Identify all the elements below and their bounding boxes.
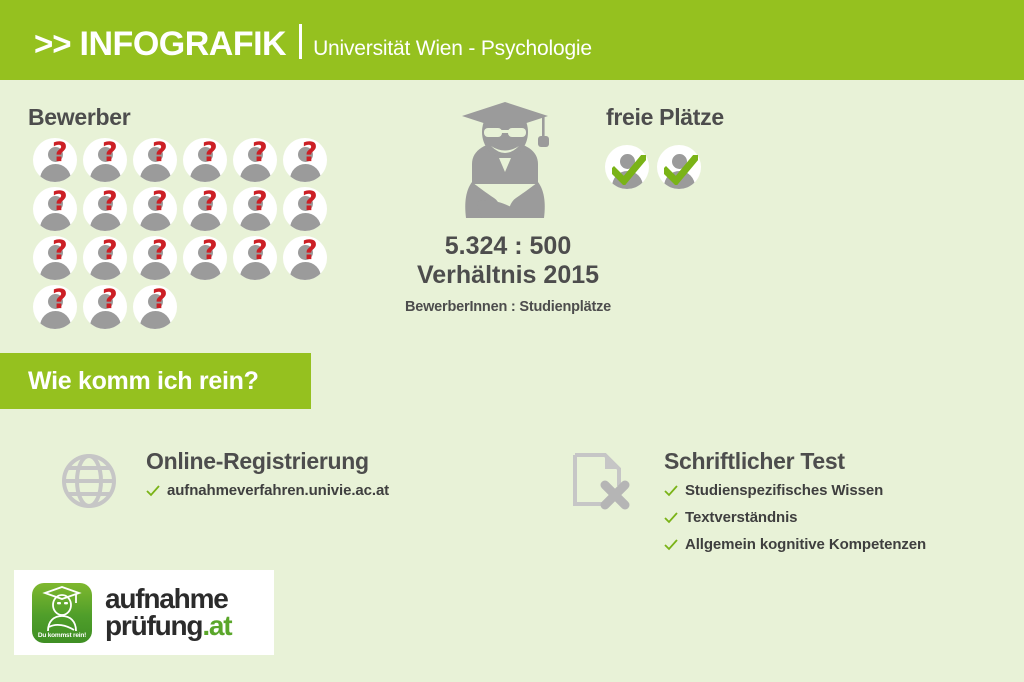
written-test-title: Schriftlicher Test <box>664 448 845 474</box>
logo-line-1: aufnahme <box>105 582 229 614</box>
person-question-icon: ? <box>133 285 177 329</box>
free-places-pictogram-group <box>605 145 709 189</box>
logo-block[interactable]: Du kommst rein! aufnahme prüfung.at <box>14 570 274 655</box>
list-item-label: Studienspezifisches Wissen <box>685 482 884 499</box>
person-question-icon: ? <box>183 187 227 231</box>
person-check-icon <box>605 145 649 189</box>
person-question-icon: ? <box>33 285 77 329</box>
online-registration-title: Online-Registrierung <box>146 448 369 474</box>
ratio-value: 5.324 : 500 <box>444 232 572 260</box>
header-content: >> INFOGRAFIK Universität Wien - Psychol… <box>0 20 592 61</box>
person-question-icon: ? <box>233 138 277 182</box>
applicants-pictogram-grid: ????????????????????? <box>33 138 353 334</box>
page-title: INFOGRAFIK <box>79 24 287 63</box>
person-question-icon: ? <box>133 236 177 280</box>
graduate-figure-icon <box>442 98 568 228</box>
online-registration-section: Online-Registrierung aufnahmeverfahren.u… <box>60 448 389 515</box>
logo-tagline: Du kommst rein! <box>37 631 87 639</box>
pictogram-row: ??? <box>33 285 353 334</box>
person-question-icon: ? <box>133 187 177 231</box>
ratio-year-label: Verhältnis 2015 <box>416 261 600 289</box>
list-item-label: Allgemein kognitive Kompetenzen <box>685 536 927 553</box>
person-question-icon: ? <box>83 187 127 231</box>
person-question-icon: ? <box>183 138 227 182</box>
person-check-icon <box>657 145 701 189</box>
header-divider <box>299 23 303 59</box>
pictogram-row: ?????? <box>33 187 353 236</box>
logo-line-2: prüfung.at <box>105 609 233 641</box>
person-question-icon: ? <box>83 236 127 280</box>
list-item-label: Textverständnis <box>685 509 798 526</box>
list-item: Allgemein kognitive Kompetenzen <box>664 536 926 554</box>
ratio-stats: 5.324 : 500 Verhältnis 2015 BewerberInne… <box>380 232 636 315</box>
person-question-icon: ? <box>33 187 77 231</box>
online-registration-bullets: aufnahmeverfahren.univie.ac.at <box>146 482 389 500</box>
person-question-icon: ? <box>33 236 77 280</box>
written-test-bullets: Studienspezifisches Wissen Textverständni… <box>664 482 926 554</box>
logo-line-2-text: prüfung <box>105 609 204 641</box>
document-x-icon <box>572 452 632 519</box>
check-icon <box>664 484 678 502</box>
person-question-icon: ? <box>183 236 227 280</box>
check-icon <box>664 538 678 556</box>
list-item: Textverständnis <box>664 509 926 527</box>
person-question-icon: ? <box>83 138 127 182</box>
person-question-icon: ? <box>133 138 177 182</box>
person-question-icon: ? <box>283 138 327 182</box>
graduate-logo-icon: Du kommst rein! <box>32 582 92 643</box>
person-question-icon: ? <box>83 285 127 329</box>
list-item: aufnahmeverfahren.univie.ac.at <box>146 482 389 500</box>
logo-tld: .at <box>202 609 232 641</box>
globe-icon <box>60 452 118 515</box>
pictogram-row: ?????? <box>33 236 353 285</box>
pictogram-row: ?????? <box>33 138 353 187</box>
person-question-icon: ? <box>33 138 77 182</box>
written-test-section: Schriftlicher Test Studienspezifisches W… <box>572 448 926 563</box>
banner-text: Wie komm ich rein? <box>28 366 259 395</box>
person-question-icon: ? <box>283 187 327 231</box>
applicants-label: Bewerber <box>28 104 131 130</box>
logo-wordmark: aufnahme prüfung.at <box>105 582 233 641</box>
ratio-note: BewerberInnen : Studienplätze <box>404 299 612 315</box>
list-item-label[interactable]: aufnahmeverfahren.univie.ac.at <box>167 482 390 499</box>
header-bar: >> INFOGRAFIK Universität Wien - Psychol… <box>0 0 1024 80</box>
free-places-label: freie Plätze <box>606 104 724 130</box>
list-item: Studienspezifisches Wissen <box>664 482 926 500</box>
person-question-icon: ? <box>233 187 277 231</box>
chevrons-icon: >> <box>34 24 72 62</box>
person-question-icon: ? <box>233 236 277 280</box>
check-icon <box>664 511 678 529</box>
check-icon <box>146 484 160 502</box>
header-subtitle: Universität Wien - Psychologie <box>313 36 592 60</box>
person-question-icon: ? <box>283 236 327 280</box>
how-to-enter-banner: Wie komm ich rein? <box>0 353 311 409</box>
